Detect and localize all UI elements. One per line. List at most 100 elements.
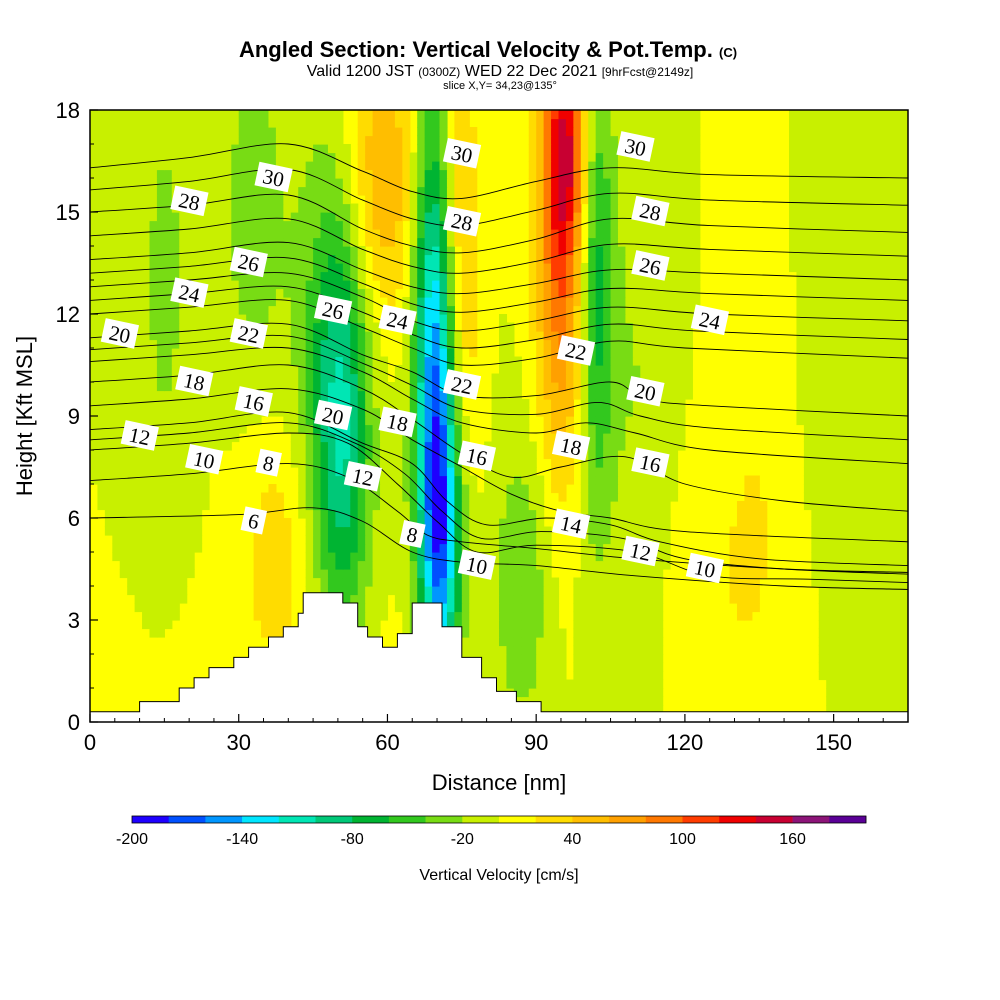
velocity-cell <box>372 518 381 528</box>
velocity-cell <box>231 399 240 409</box>
velocity-cell <box>662 518 671 528</box>
velocity-cell <box>625 603 634 613</box>
velocity-cell <box>595 645 604 655</box>
velocity-cell <box>127 560 136 570</box>
velocity-cell <box>573 195 582 205</box>
velocity-cell <box>484 620 493 630</box>
velocity-cell <box>476 501 485 511</box>
velocity-cell <box>491 586 500 596</box>
velocity-cell <box>97 390 106 400</box>
velocity-cell <box>662 186 671 196</box>
velocity-cell <box>528 314 537 324</box>
velocity-cell <box>350 433 359 443</box>
velocity-cell <box>409 373 418 383</box>
velocity-cell <box>208 220 218 230</box>
velocity-cell <box>432 348 441 358</box>
velocity-cell <box>565 331 574 341</box>
velocity-cell <box>603 246 612 256</box>
velocity-cell <box>573 611 582 621</box>
velocity-cell <box>164 416 173 426</box>
velocity-cell <box>238 373 247 383</box>
velocity-cell <box>156 297 165 307</box>
velocity-cell <box>171 603 180 613</box>
velocity-cell <box>454 356 463 366</box>
velocity-cell <box>841 467 850 477</box>
velocity-cell <box>536 254 545 264</box>
velocity-cell <box>112 271 121 281</box>
velocity-cell <box>595 212 604 222</box>
velocity-cell <box>342 254 351 264</box>
velocity-cell <box>283 543 292 553</box>
velocity-cell <box>617 246 627 256</box>
velocity-cell <box>290 433 299 443</box>
velocity-cell <box>357 586 366 596</box>
velocity-cell <box>558 696 567 706</box>
velocity-cell <box>491 399 500 409</box>
velocity-cell <box>848 501 857 511</box>
velocity-cell <box>640 501 649 511</box>
velocity-cell <box>261 526 270 536</box>
velocity-cell <box>119 518 128 528</box>
velocity-cell <box>186 424 195 434</box>
velocity-cell <box>417 450 426 460</box>
velocity-cell <box>870 212 879 222</box>
velocity-cell <box>208 203 218 213</box>
velocity-cell <box>261 246 270 256</box>
velocity-cell <box>684 331 693 341</box>
velocity-cell <box>275 382 284 392</box>
velocity-cell <box>841 526 850 536</box>
velocity-cell <box>112 288 121 298</box>
velocity-cell <box>208 407 218 417</box>
velocity-cell <box>365 458 374 468</box>
velocity-cell <box>826 280 835 290</box>
velocity-cell <box>684 237 693 247</box>
velocity-cell <box>476 518 485 528</box>
velocity-cell <box>551 246 560 256</box>
velocity-cell <box>320 475 329 485</box>
velocity-cell <box>573 203 582 213</box>
velocity-cell <box>893 220 902 230</box>
velocity-cell <box>164 518 173 528</box>
velocity-cell <box>655 280 664 290</box>
velocity-cell <box>365 620 374 630</box>
velocity-cell <box>670 305 679 315</box>
velocity-cell <box>603 611 612 621</box>
velocity-cell <box>179 492 188 502</box>
velocity-cell <box>454 620 463 630</box>
velocity-cell <box>164 424 173 434</box>
velocity-cell <box>588 220 597 230</box>
velocity-cell <box>617 356 627 366</box>
velocity-cell <box>565 212 574 222</box>
velocity-cell <box>171 314 180 324</box>
velocity-cell <box>149 535 158 545</box>
velocity-cell <box>112 203 121 213</box>
velocity-cell <box>246 229 255 239</box>
velocity-cell <box>595 407 604 417</box>
velocity-cell <box>610 237 619 247</box>
velocity-cell <box>365 399 374 409</box>
velocity-cell <box>268 509 277 519</box>
velocity-cell <box>536 271 545 281</box>
velocity-cell <box>461 178 470 188</box>
velocity-cell <box>372 433 381 443</box>
velocity-cell <box>521 509 530 519</box>
velocity-cell <box>893 509 902 519</box>
velocity-cell <box>402 628 411 638</box>
velocity-cell <box>506 577 515 587</box>
velocity-cell <box>796 237 805 247</box>
velocity-cell <box>855 390 864 400</box>
velocity-cell <box>610 229 619 239</box>
velocity-cell <box>112 484 121 494</box>
velocity-cell <box>201 441 210 451</box>
velocity-cell <box>603 696 612 706</box>
velocity-cell <box>305 475 314 485</box>
velocity-cell <box>848 662 857 672</box>
velocity-cell <box>357 552 366 562</box>
velocity-cell <box>223 356 232 366</box>
velocity-cell <box>870 662 879 672</box>
velocity-cell <box>365 535 374 545</box>
velocity-cell <box>603 297 612 307</box>
velocity-cell <box>536 280 545 290</box>
velocity-cell <box>833 518 842 528</box>
velocity-cell <box>409 297 418 307</box>
